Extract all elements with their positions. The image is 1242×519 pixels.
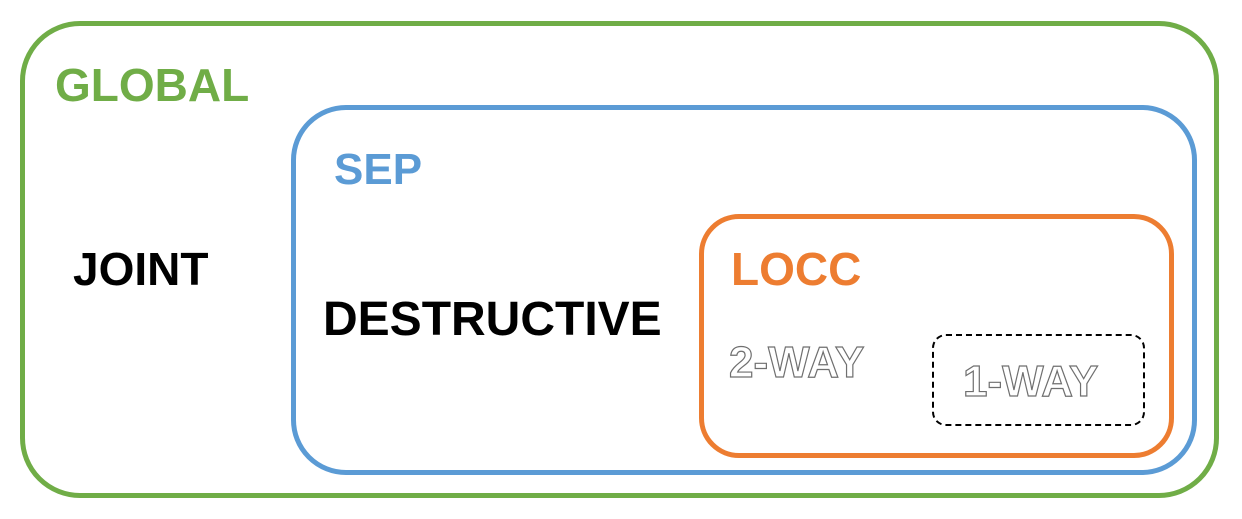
one-way-region <box>932 334 1145 426</box>
joint-label: JOINT <box>73 243 209 295</box>
global-label: GLOBAL <box>55 59 250 111</box>
sep-label: SEP <box>334 145 423 194</box>
locc-label: LOCC <box>731 243 862 295</box>
two-way-label: 2-WAY <box>728 338 865 387</box>
global-region <box>20 21 1219 498</box>
locc-region <box>699 214 1174 458</box>
sep-region <box>291 105 1197 475</box>
one-way-label: 1-WAY <box>962 357 1099 406</box>
destructive-label: DESTRUCTIVE <box>323 293 662 346</box>
